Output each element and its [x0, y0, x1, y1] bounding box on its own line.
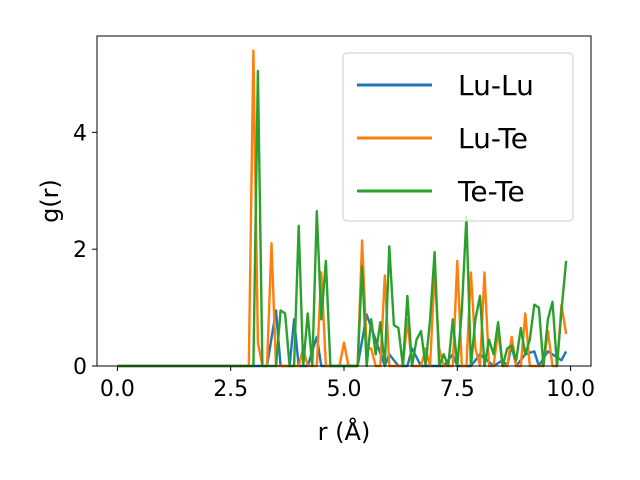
legend-box — [342, 52, 574, 222]
y-tick-label: 4 — [73, 121, 87, 146]
x-axis-label: r (Å) — [318, 417, 371, 446]
x-tick-label: 5.0 — [327, 377, 362, 402]
x-tick-label: 10.0 — [546, 377, 595, 402]
x-axis-ticks: 0.0 2.5 5.0 7.5 10.0 — [100, 366, 595, 402]
y-tick-label: 2 — [73, 238, 87, 263]
y-tick-label: 0 — [73, 355, 87, 380]
y-axis-label: g(r) — [36, 179, 64, 223]
x-tick-label: 0.0 — [100, 377, 135, 402]
legend: Lu-Lu Lu-Te Te-Te — [342, 52, 574, 222]
legend-label-lu-lu: Lu-Lu — [458, 69, 534, 102]
x-tick-label: 7.5 — [440, 377, 475, 402]
legend-label-te-te: Te-Te — [457, 175, 525, 208]
series-line-te-te — [117, 69, 568, 368]
x-tick-label: 2.5 — [213, 377, 248, 402]
legend-label-lu-te: Lu-Te — [458, 122, 528, 155]
y-axis-ticks: 0 2 4 — [73, 121, 97, 380]
